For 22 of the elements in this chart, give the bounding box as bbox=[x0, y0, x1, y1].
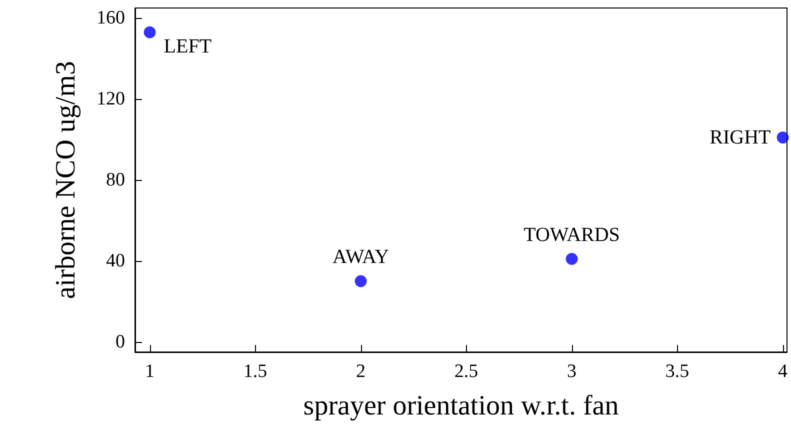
x-axis-title: sprayer orientation w.r.t. fan bbox=[303, 390, 619, 422]
point bbox=[144, 26, 156, 38]
x-tick-label: 3.5 bbox=[665, 361, 690, 382]
y-tick-label: 0 bbox=[116, 331, 125, 352]
point bbox=[566, 252, 578, 265]
x-tick-label: 3 bbox=[567, 361, 577, 382]
point bbox=[776, 132, 789, 144]
annotation: LEFT bbox=[164, 35, 212, 58]
y-tick-label: 120 bbox=[96, 88, 125, 110]
point bbox=[354, 275, 367, 288]
annotation: RIGHT bbox=[710, 126, 771, 149]
x-tick-label: 1 bbox=[145, 361, 155, 382]
annotation: TOWARDS bbox=[524, 224, 620, 246]
y-axis-title: airborne NCO ug/m3 bbox=[50, 61, 82, 299]
y-tick-label: 80 bbox=[106, 170, 125, 190]
x-tick-label: 4 bbox=[778, 361, 788, 382]
y-tick-label: 40 bbox=[106, 250, 125, 272]
x-tick-label: 2 bbox=[356, 361, 366, 382]
y-tick-label: 160 bbox=[96, 8, 125, 29]
annotation: AWAY bbox=[332, 246, 390, 268]
x-tick-label: 2.5 bbox=[454, 361, 478, 382]
x-tick-label: 1.5 bbox=[243, 361, 268, 382]
